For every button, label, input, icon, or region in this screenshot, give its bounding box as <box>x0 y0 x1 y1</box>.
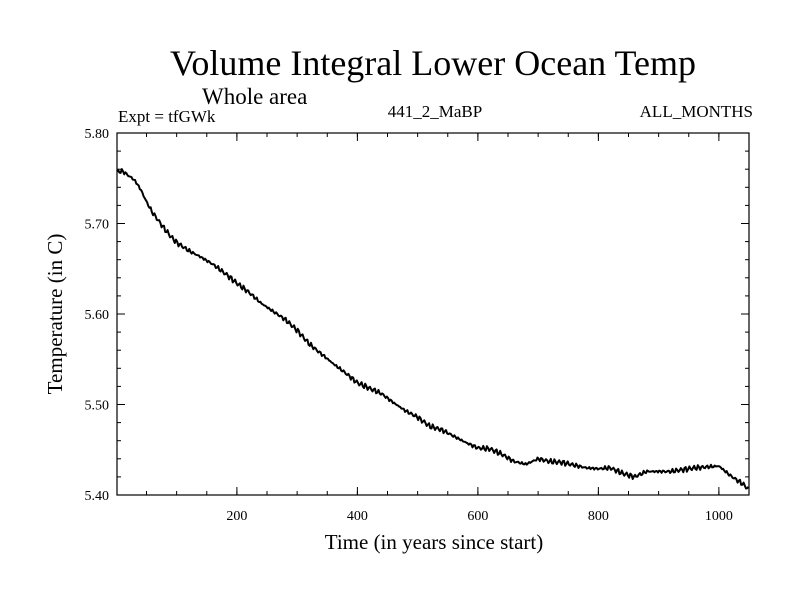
x-tick-label: 1000 <box>705 509 733 524</box>
ticks-group: 5.40 5.50 5.60 5.70 5.80 200 400 600 800 1000 <box>85 127 750 524</box>
series-line-temperature <box>116 168 750 490</box>
y-tick-label: 5.50 <box>85 399 110 414</box>
months-label: ALL_MONTHS <box>639 102 753 121</box>
chart-subtitle: Whole area <box>202 84 308 109</box>
y-tick-label: 5.60 <box>85 308 110 323</box>
x-tick-label: 200 <box>226 509 247 524</box>
experiment-label: Expt = tfGWk <box>118 107 216 126</box>
plot-frame <box>116 132 750 496</box>
y-tick-label: 5.80 <box>85 127 110 142</box>
x-axis-title: Time (in years since start) <box>325 530 544 554</box>
y-tick-label: 5.70 <box>85 218 110 233</box>
x-tick-label: 600 <box>467 509 488 524</box>
x-tick-label: 800 <box>588 509 609 524</box>
y-tick-label: 5.40 <box>85 489 110 504</box>
x-tick-label: 400 <box>347 509 368 524</box>
chart-title: Volume Integral Lower Ocean Temp <box>170 43 696 83</box>
center-label: 441_2_MaBP <box>387 102 483 121</box>
y-axis-title: Temperature (in C) <box>43 234 67 395</box>
